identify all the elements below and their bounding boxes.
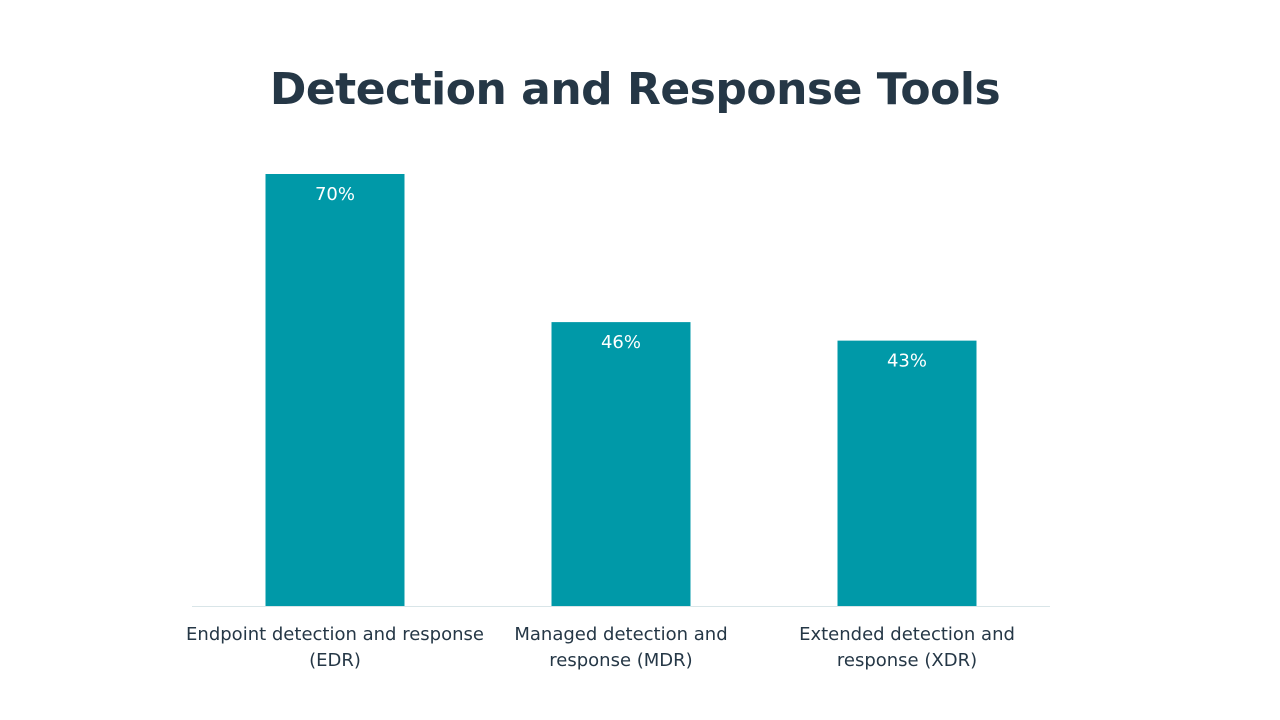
data-label-3: 43% bbox=[887, 351, 927, 372]
category-label-3: Extended detection and response (XDR) bbox=[799, 624, 1015, 671]
chart-title: Detection and Response Tools bbox=[269, 64, 1001, 115]
bar-3 bbox=[837, 340, 977, 606]
bar-2 bbox=[551, 322, 691, 606]
bar-1 bbox=[265, 174, 405, 606]
data-label-1: 70% bbox=[315, 184, 355, 205]
category-label-2: Managed detection and response (MDR) bbox=[514, 624, 727, 671]
category-label-1: Endpoint detection and response (EDR) bbox=[186, 624, 484, 671]
data-label-2: 46% bbox=[601, 332, 641, 353]
